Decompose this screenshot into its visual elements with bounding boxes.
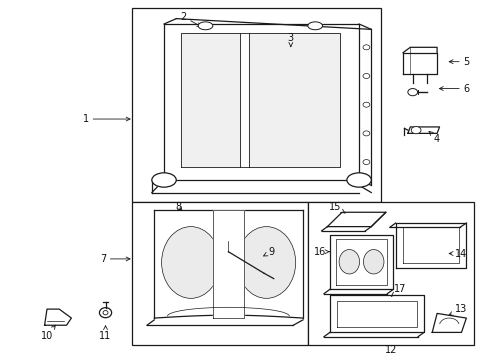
Circle shape [362, 102, 369, 107]
Bar [132, 202, 307, 345]
Text: 17: 17 [390, 284, 406, 296]
Text: 8: 8 [175, 202, 182, 212]
Polygon shape [249, 33, 339, 167]
Polygon shape [407, 127, 439, 134]
Text: 12: 12 [384, 345, 396, 355]
Text: 9: 9 [263, 247, 274, 257]
Text: 5: 5 [448, 57, 468, 67]
Ellipse shape [237, 226, 295, 298]
Ellipse shape [363, 249, 383, 274]
Polygon shape [402, 53, 436, 74]
Ellipse shape [99, 308, 111, 318]
Circle shape [362, 73, 369, 78]
Polygon shape [431, 314, 466, 332]
Polygon shape [181, 33, 239, 167]
Ellipse shape [103, 311, 108, 315]
Bar [132, 8, 380, 202]
Circle shape [362, 159, 369, 165]
Circle shape [362, 131, 369, 136]
Polygon shape [154, 209, 303, 320]
Text: 7: 7 [100, 254, 130, 264]
Polygon shape [212, 211, 244, 318]
Polygon shape [329, 234, 392, 289]
Text: 10: 10 [41, 325, 55, 341]
Text: 6: 6 [439, 84, 468, 94]
Text: 16: 16 [313, 247, 328, 257]
Polygon shape [395, 223, 466, 268]
Text: 14: 14 [448, 248, 467, 258]
Bar [307, 202, 473, 345]
Polygon shape [327, 212, 385, 226]
Ellipse shape [307, 22, 322, 30]
Text: 4: 4 [428, 131, 439, 144]
Text: 1: 1 [83, 114, 130, 124]
Text: 11: 11 [99, 326, 111, 341]
Ellipse shape [346, 173, 370, 187]
Ellipse shape [338, 249, 359, 274]
Circle shape [362, 45, 369, 50]
Ellipse shape [152, 173, 176, 187]
Ellipse shape [198, 22, 212, 30]
Ellipse shape [161, 226, 220, 298]
Polygon shape [163, 24, 358, 180]
Text: 3: 3 [287, 33, 293, 46]
Polygon shape [329, 296, 423, 332]
Text: 2: 2 [180, 12, 201, 27]
Circle shape [407, 89, 417, 96]
Text: 13: 13 [448, 304, 467, 315]
Polygon shape [44, 309, 71, 325]
Circle shape [410, 127, 420, 134]
Text: 15: 15 [328, 202, 345, 213]
